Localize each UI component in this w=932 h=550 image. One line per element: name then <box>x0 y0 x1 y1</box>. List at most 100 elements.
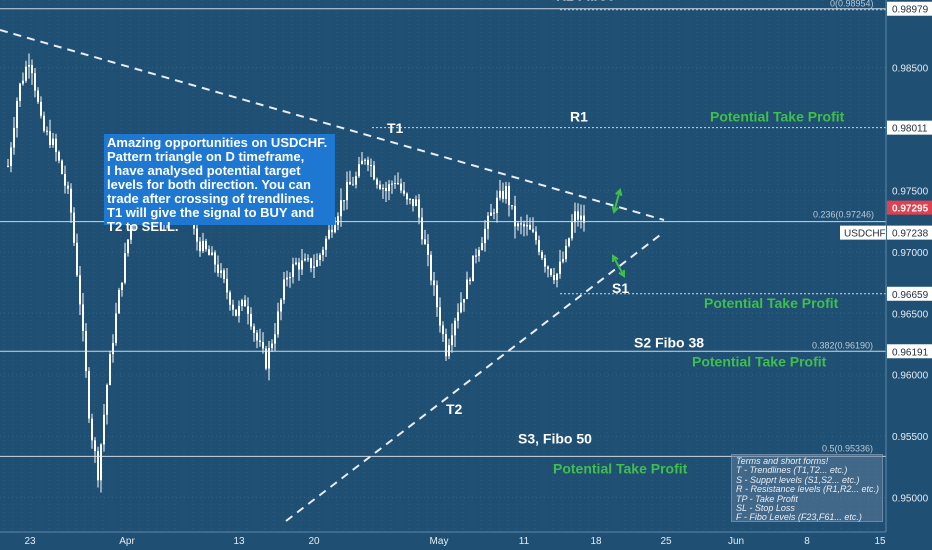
candle-body <box>88 371 90 419</box>
candle-body <box>127 239 129 254</box>
candle-body <box>310 258 312 268</box>
candle-body <box>334 224 336 233</box>
candle-body <box>445 334 447 357</box>
price-tick-label: 0.95000 <box>892 494 929 505</box>
candle-body <box>73 212 75 243</box>
candle-body <box>538 240 540 253</box>
time-tick-label: Apr <box>119 536 135 547</box>
candle-body <box>322 249 324 255</box>
time-tick-label: 25 <box>660 536 672 547</box>
arrow-shaft <box>613 189 621 213</box>
arrow-head <box>611 205 619 215</box>
candle-body <box>526 224 528 227</box>
candle-body <box>211 252 213 256</box>
candle-body <box>514 205 516 227</box>
legend-line: TP - Take Profit <box>736 493 798 504</box>
candle-body <box>424 239 426 244</box>
candle-body <box>28 64 30 67</box>
candle-body <box>343 200 345 202</box>
candle-body <box>16 100 18 128</box>
note-line: Pattern triangle on D timeframe, <box>107 149 305 164</box>
current-price-tag <box>887 200 932 215</box>
level-price-tag <box>887 344 932 359</box>
candle-body <box>493 212 495 214</box>
candle-body <box>388 184 390 192</box>
candle-body <box>313 266 315 268</box>
candle-body <box>31 64 33 74</box>
note-line: I have analysed potential target <box>107 163 301 178</box>
candle-body <box>457 312 459 321</box>
candle-body <box>565 245 567 260</box>
candle-body <box>433 280 435 286</box>
candle-body <box>289 277 291 279</box>
s3-take-profit-label: Potential Take Profit <box>553 460 688 476</box>
candle-body <box>205 240 207 250</box>
time-tick-label: Jun <box>728 536 744 547</box>
time-tick-label: 13 <box>233 536 245 547</box>
candle-body <box>103 414 105 445</box>
s3-fib-label: 0.5(0.95336) <box>822 443 873 453</box>
price-axis[interactable]: 0.98500 0.97500 0.97000 0.96500 0.96000 0.955… <box>840 0 932 550</box>
legend-line: Terms and short forms! <box>736 456 829 466</box>
candle-body <box>340 200 342 217</box>
arrow-shaft <box>612 255 625 277</box>
candle-body <box>52 138 54 146</box>
candle-body <box>454 320 456 336</box>
symbol-tag <box>840 225 886 240</box>
note-line: Amazing opportunities on USDCHF. <box>107 135 328 150</box>
candle-body <box>559 261 561 274</box>
sell-arrow-icon <box>611 254 626 278</box>
candle-body <box>478 250 480 256</box>
candle-body <box>523 224 525 227</box>
symbol-price-text: 0.97238 <box>892 229 929 240</box>
candle-body <box>220 270 222 274</box>
candle-body <box>484 228 486 244</box>
candle-body <box>319 254 321 261</box>
candle-body <box>91 418 93 441</box>
candle-body <box>286 277 288 280</box>
candle-body <box>262 342 264 349</box>
candle-body <box>547 266 549 269</box>
candle-body <box>502 190 504 199</box>
candle-body <box>499 190 501 198</box>
candle-body <box>367 159 369 166</box>
level-price-tag <box>887 1 932 16</box>
note-line: levels for both direction. You can <box>107 177 311 192</box>
candle-body <box>520 223 522 225</box>
time-tick-label: May <box>430 536 449 547</box>
candle-body <box>280 299 282 312</box>
candle-body <box>43 115 45 131</box>
candle-body <box>268 348 270 369</box>
current-price-text: 0.97295 <box>892 204 929 215</box>
legend-line: SL - Stop Loss <box>736 503 795 514</box>
candle-body <box>250 313 252 327</box>
candle-body <box>358 164 360 177</box>
candle-body <box>517 223 519 227</box>
candle-body <box>460 302 462 313</box>
level-price-tag-text: 0.98011 <box>892 124 928 135</box>
arrow-head <box>611 254 619 263</box>
candle-body <box>550 268 552 276</box>
time-tick-label: 11 <box>519 536 530 547</box>
candle-body <box>355 176 357 185</box>
candle-body <box>469 279 471 282</box>
s1-label: S1 <box>612 280 629 296</box>
candle-body <box>241 300 243 307</box>
candle-body <box>544 258 546 267</box>
s3-label: S3, Fibo 50 <box>518 430 592 446</box>
candle-body <box>466 279 468 300</box>
legend-line: R - Resistance levels (R1,R2... etc.) <box>736 484 880 495</box>
candle-body <box>46 130 48 132</box>
candle-body <box>448 345 450 357</box>
candle-body <box>217 264 219 274</box>
price-tick-label: 0.97000 <box>892 248 929 259</box>
candle-body <box>406 193 408 200</box>
candle-body <box>394 182 396 184</box>
candle-body <box>568 238 570 246</box>
candle-body <box>64 173 66 186</box>
candle-body <box>277 311 279 335</box>
candle-body <box>337 216 339 225</box>
time-axis[interactable]: 23 Apr 13 20 May 11 18 25 Jun 8 15 <box>0 531 932 550</box>
candle-body <box>325 238 327 250</box>
